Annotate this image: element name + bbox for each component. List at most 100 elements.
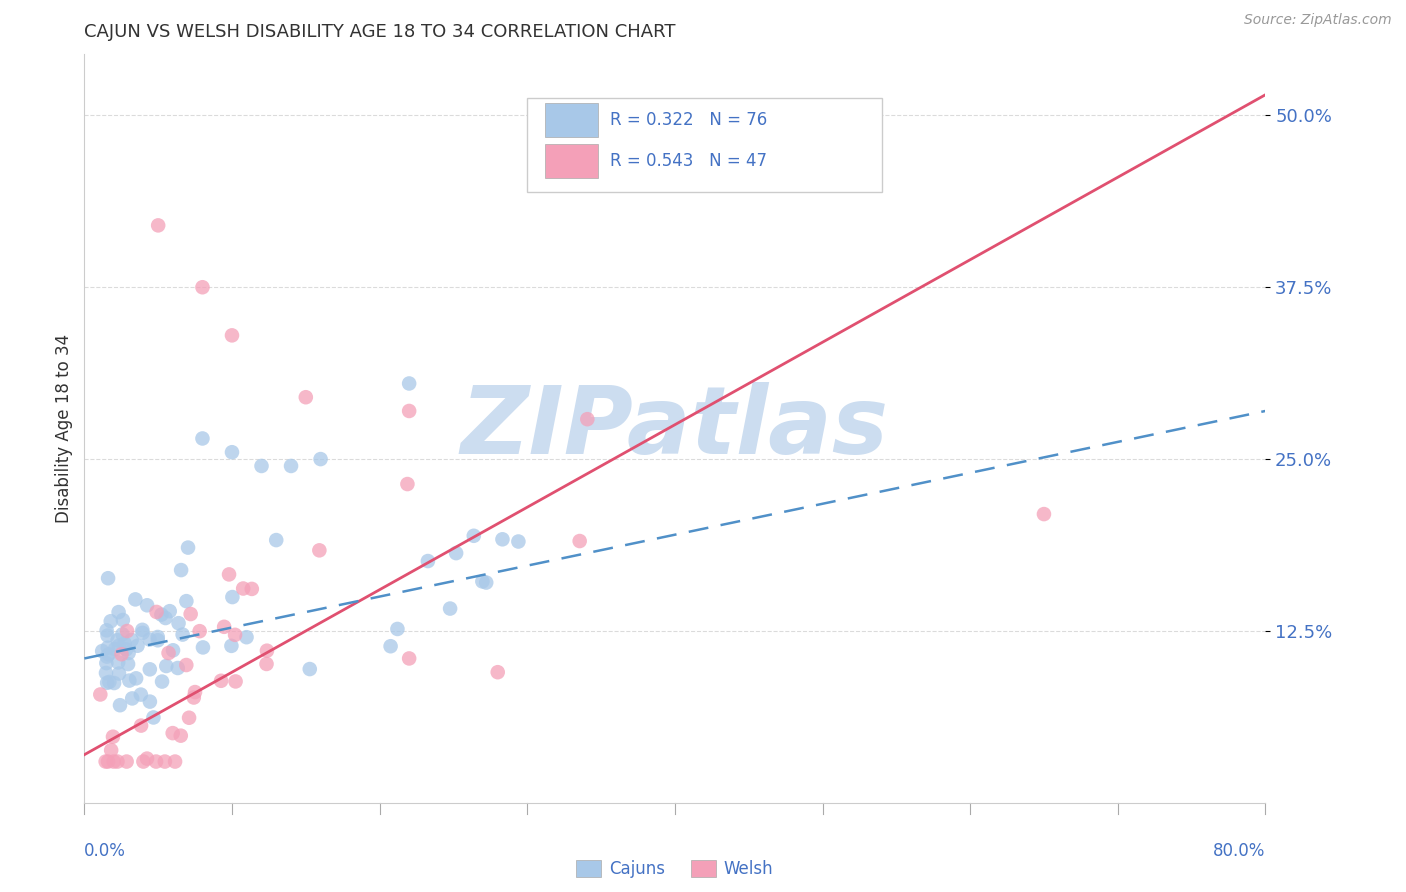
Point xyxy=(170,729,193,743)
Point xyxy=(398,404,420,418)
Point xyxy=(131,623,153,637)
Point xyxy=(132,755,155,769)
Point xyxy=(125,671,148,685)
Point xyxy=(142,710,165,724)
Point xyxy=(89,688,111,702)
Point xyxy=(145,605,167,619)
Point xyxy=(94,665,117,680)
Point xyxy=(177,711,200,725)
Point xyxy=(165,755,187,769)
Point xyxy=(96,675,118,690)
Point xyxy=(100,743,122,757)
Point xyxy=(256,657,278,671)
Point xyxy=(232,582,254,596)
Point xyxy=(110,647,132,661)
Text: 80.0%: 80.0% xyxy=(1213,842,1265,860)
Point xyxy=(170,563,193,577)
Point xyxy=(166,661,188,675)
Point xyxy=(108,639,131,653)
Point xyxy=(264,533,287,547)
Point xyxy=(115,755,138,769)
Point xyxy=(416,554,439,568)
Point xyxy=(127,639,149,653)
Point xyxy=(177,541,200,555)
Text: Source: ZipAtlas.com: Source: ZipAtlas.com xyxy=(1244,13,1392,28)
Text: ZIPatlas: ZIPatlas xyxy=(461,382,889,475)
Point xyxy=(96,656,118,670)
Point xyxy=(117,646,139,660)
Point xyxy=(124,592,146,607)
Point xyxy=(463,529,485,543)
Point xyxy=(235,630,257,644)
Point xyxy=(145,755,167,769)
FancyBboxPatch shape xyxy=(527,98,882,192)
Point xyxy=(508,534,530,549)
Point xyxy=(221,445,243,459)
Point xyxy=(107,755,129,769)
Point xyxy=(180,607,202,621)
Point xyxy=(444,546,467,560)
Point xyxy=(111,627,134,641)
Point xyxy=(280,458,302,473)
Point xyxy=(155,659,177,673)
Point xyxy=(96,629,118,643)
Point xyxy=(121,691,143,706)
Point xyxy=(101,730,124,744)
Point xyxy=(576,412,599,426)
Point xyxy=(97,640,120,655)
Point xyxy=(295,390,318,404)
Point xyxy=(568,534,591,549)
Point xyxy=(97,755,120,769)
Y-axis label: Disability Age 18 to 34: Disability Age 18 to 34 xyxy=(55,334,73,523)
Point xyxy=(96,649,118,664)
Point xyxy=(111,613,134,627)
Point xyxy=(398,651,420,665)
Point xyxy=(136,751,159,765)
Point xyxy=(121,632,143,647)
Point xyxy=(118,673,141,688)
Point xyxy=(114,636,136,650)
Point xyxy=(439,601,461,615)
Point xyxy=(96,624,118,638)
Point xyxy=(115,624,138,638)
Point xyxy=(136,599,159,613)
Point xyxy=(188,624,211,639)
Point xyxy=(108,666,131,681)
FancyBboxPatch shape xyxy=(546,103,598,136)
Legend: Cajuns, Welsh: Cajuns, Welsh xyxy=(569,853,780,884)
Point xyxy=(486,665,509,680)
Point xyxy=(1033,507,1056,521)
Point xyxy=(97,648,120,662)
Point xyxy=(157,646,180,660)
Point xyxy=(94,755,117,769)
Point xyxy=(250,458,273,473)
Point xyxy=(475,575,498,590)
Point xyxy=(221,639,243,653)
Point xyxy=(129,718,152,732)
Point xyxy=(159,604,181,618)
Point xyxy=(104,642,127,657)
Point xyxy=(91,644,114,658)
Point xyxy=(212,620,235,634)
Text: R = 0.322   N = 76: R = 0.322 N = 76 xyxy=(610,111,768,128)
Point xyxy=(191,280,214,294)
Point xyxy=(209,673,232,688)
Point xyxy=(387,622,409,636)
Point xyxy=(117,657,139,671)
Point xyxy=(107,656,129,670)
Point xyxy=(138,632,160,647)
Point xyxy=(191,640,214,655)
Point xyxy=(298,662,321,676)
Point xyxy=(103,676,125,690)
Point xyxy=(98,675,121,690)
Point xyxy=(380,639,402,653)
Point xyxy=(131,626,153,640)
Point xyxy=(184,685,207,699)
Point xyxy=(172,627,194,641)
Point xyxy=(396,477,419,491)
Point xyxy=(97,571,120,585)
Point xyxy=(191,432,214,446)
Point xyxy=(103,755,125,769)
Point xyxy=(240,582,263,596)
Point xyxy=(139,695,162,709)
